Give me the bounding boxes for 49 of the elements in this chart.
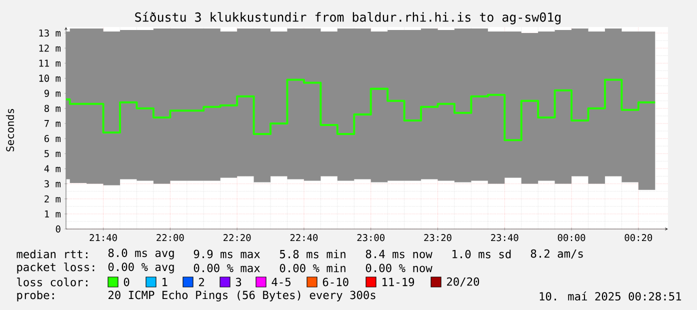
y-tick-label: 3 m (44, 180, 61, 188)
text: median rtt: (16, 250, 88, 258)
text: probe: (17, 290, 54, 302)
text: 8.2 am/s (530, 249, 583, 259)
y-tick-label: 8 m (44, 104, 61, 112)
text: 20 ICMP Echo Pings (56 Bytes) every 300s (108, 290, 376, 302)
text: packet loss: (17, 262, 94, 274)
x-tick-label: 22:40 (290, 234, 318, 242)
text: 8.4 ms now (366, 250, 432, 258)
legend-label: 1 (162, 278, 168, 286)
x-tick-label: 00:20 (624, 234, 652, 242)
text: 1.0 ms sd (452, 250, 511, 258)
y-axis-title: Seconds (6, 109, 14, 152)
text: 0.00 % now (366, 264, 432, 272)
x-tick-label: 23:20 (424, 234, 452, 242)
legend-label: 11-19 (382, 278, 414, 286)
text: 5.8 ms min (280, 250, 346, 258)
y-tick-label: 5 m (44, 150, 61, 158)
legend-label: 6-10 (322, 278, 348, 286)
text: 10. maí 2025 00:28:51 (540, 291, 682, 301)
y-tick-label: 0 (56, 225, 60, 233)
text: 0.00 % max (194, 264, 260, 272)
y-tick-label: 9 m (44, 90, 61, 97)
x-tick-label: 23:40 (491, 234, 518, 242)
legend-label: 2 (199, 278, 204, 286)
legend-label: 3 (236, 278, 242, 286)
y-tick-label: 1 m (45, 210, 61, 218)
x-tick-label: 21:40 (90, 234, 117, 242)
x-tick-label: 00:00 (558, 234, 586, 242)
y-tick-label: 12 m (39, 44, 61, 52)
y-tick-label: 6 m (44, 134, 61, 142)
y-tick-label: 10 m (39, 74, 61, 82)
text: 0.00 % avg (108, 262, 174, 274)
text: 9.9 ms max (194, 250, 260, 258)
text: 8.0 ms avg (108, 248, 174, 260)
legend-label: 0 (124, 278, 130, 286)
y-tick-label: 7 m (44, 120, 61, 127)
legend-label: 4-5 (272, 278, 290, 286)
x-tick-label: 22:20 (224, 234, 251, 242)
y-tick-label: 13 m (39, 29, 61, 37)
text: 0.00 % min (280, 264, 346, 272)
y-tick-label: 2 m (44, 195, 61, 202)
legend-title: loss color: (17, 278, 88, 286)
legend-label: 20/20 (447, 277, 480, 287)
y-tick-label: 11 m (39, 60, 61, 67)
x-tick-label: 23:00 (357, 234, 384, 242)
x-tick-label: 22:00 (156, 234, 184, 242)
chart-title: Síðustu 3 klukkustundir from baldur.rhi.hi.is to ag-sw01g (135, 12, 560, 24)
y-tick-label: 4 m (44, 165, 61, 172)
